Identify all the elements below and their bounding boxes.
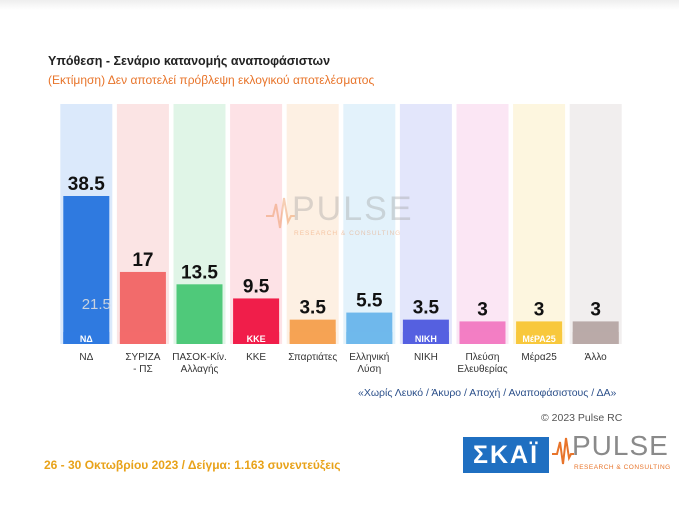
category-label-pasok-line-2: Αλλαγής [181, 363, 219, 375]
party-logo-text-niki: ΝΙΚΗ [415, 334, 437, 344]
column-bg-plefsi [456, 104, 509, 344]
category-label-pasok-line-1: ΠΑΣΟΚ-Κίν. [172, 351, 227, 363]
bar-syriza [119, 271, 166, 344]
value-label-allo: 3 [590, 299, 601, 320]
value-label-elliniki-lysi: 5.5 [356, 291, 383, 312]
category-label-syriza-line-1: ΣΥΡΙΖΑ [125, 352, 160, 363]
pulse-watermark: PULSE RESEARCH & CONSULTING [266, 190, 416, 242]
category-label-allo: Άλλο [585, 352, 608, 363]
party-logo-strip-niki [402, 332, 449, 344]
chart-subtitle: (Εκτίμηση) Δεν αποτελεί πρόβλεψη εκλογικ… [48, 73, 375, 87]
category-label-niki: ΝΙΚΗ [414, 352, 438, 363]
party-logo-strip-syriza [119, 332, 166, 344]
category-label-syriza-line-2: - ΠΣ [133, 364, 153, 375]
category-label-spartiates: Σπαρτιάτες [288, 351, 337, 363]
value-label-pasok: 13.5 [181, 262, 218, 283]
survey-info: 26 - 30 Οκτωβρίου 2023 / Δείγμα: 1.163 σ… [44, 458, 341, 472]
party-logo-text-mera25: ΜέΡΑ25 [522, 334, 555, 344]
annotation-label-1: 21.5 [82, 296, 111, 313]
watermark-word: PULSE [292, 190, 414, 228]
column-bg-mera25 [513, 104, 566, 344]
chart-title: Υπόθεση - Σενάριο κατανομής αναποφάσιστω… [48, 54, 331, 68]
value-label-plefsi: 3 [477, 299, 488, 320]
column-bg-niki [399, 104, 452, 344]
column-bg-allo [569, 104, 622, 344]
party-logo-strip-spartiates [289, 332, 336, 344]
value-label-spartiates: 3.5 [299, 298, 326, 319]
top-shadow [0, 0, 679, 10]
party-logo-strip-mera25 [516, 332, 563, 344]
party-logo-strip-nd [63, 332, 110, 344]
pulse-logo-subtitle: RESEARCH & CONSULTING [574, 464, 671, 471]
party-logo-text-nd: ΝΔ [80, 334, 93, 344]
column-bg-spartiates [286, 104, 339, 344]
party-logo-strip-allo [572, 332, 619, 344]
category-label-elliniki-lysi-line-1: Ελληνική [349, 351, 389, 363]
footnote: «Χωρίς Λευκό / Άκυρο / Αποχή / Αναποφάσι… [358, 387, 617, 399]
value-label-nd: 38.5 [68, 174, 105, 195]
value-label-kke: 9.5 [243, 276, 270, 297]
value-label-mera25: 3 [534, 299, 545, 320]
category-label-nd: ΝΔ [79, 352, 93, 363]
skai-logo: ΣΚΑΪ [463, 437, 549, 473]
party-logo-strip-pasok [176, 332, 223, 344]
pulse-logo: PULSE RESEARCH & CONSULTING [552, 430, 670, 476]
pulse-logo-wave-icon [552, 437, 574, 465]
category-label-mera25: Μέρα25 [521, 351, 557, 363]
category-label-plefsi-line-2: Ελευθερίας [457, 363, 507, 375]
party-logo-strip-elliniki-lysi [346, 332, 393, 344]
bar-chart: ΝΔ 38.5 ΝΔ 17 ΣΥΡΙΖΑ- ΠΣ 13.5 ΠΑΣΟΚ-Κίν.Αλλαγή… [60, 104, 622, 375]
pulse-logo-word: PULSE [572, 430, 669, 461]
category-label-kke: ΚΚΕ [246, 352, 266, 363]
party-logo-strip-plefsi [459, 332, 506, 344]
bar-nd [63, 196, 110, 344]
value-label-niki: 3.5 [413, 298, 440, 319]
copyright: © 2023 Pulse RC [541, 412, 623, 424]
value-label-syriza: 17 [132, 250, 153, 271]
party-logo-strip-kke [233, 332, 280, 344]
category-label-elliniki-lysi-line-2: Λύση [357, 363, 381, 375]
pulse-wave-icon [266, 197, 296, 229]
category-label-plefsi-line-1: Πλεύση [466, 351, 500, 363]
watermark-subtitle: RESEARCH & CONSULTING [294, 230, 402, 237]
party-logo-text-kke: ΚΚΕ [247, 334, 266, 344]
column-bg-elliniki-lysi [343, 104, 396, 344]
